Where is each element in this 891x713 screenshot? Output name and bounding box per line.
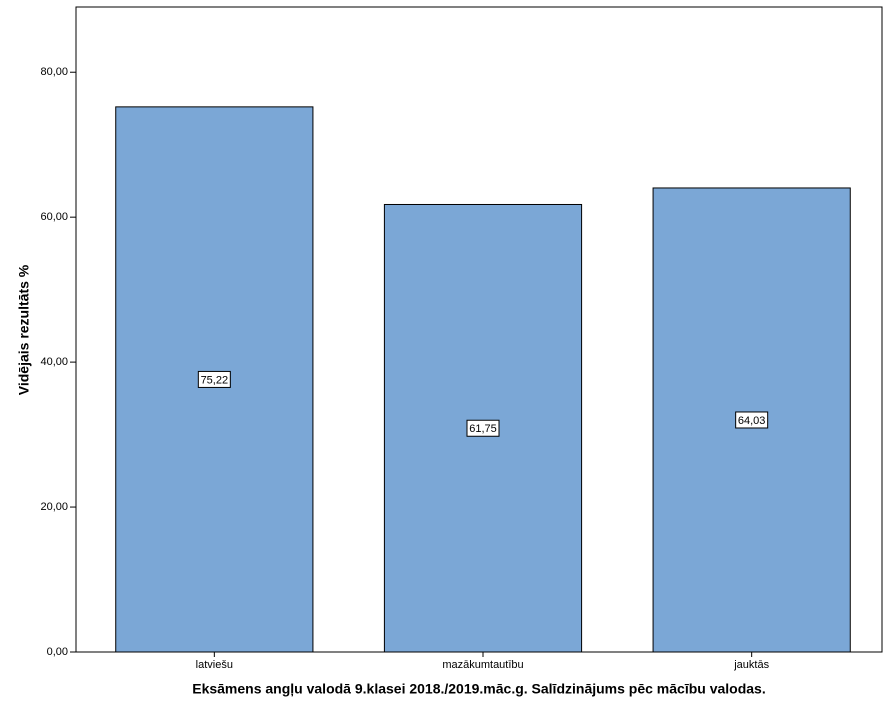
x-tick-label: jauktās xyxy=(733,659,769,671)
x-axis-title: Eksāmens angļu valodā 9.klasei 2018./201… xyxy=(192,681,766,697)
y-tick-label: 60,00 xyxy=(40,211,68,223)
y-tick-label: 40,00 xyxy=(40,356,68,368)
y-tick-label: 0,00 xyxy=(47,646,68,658)
value-label: 75,22 xyxy=(201,374,229,386)
y-tick-label: 20,00 xyxy=(40,501,68,513)
x-tick-label: latviešu xyxy=(196,659,233,671)
value-label: 64,03 xyxy=(738,415,766,427)
value-label-box xyxy=(466,419,500,437)
y-tick-label: 80,00 xyxy=(40,66,68,78)
value-label-box xyxy=(735,411,769,429)
value-label: 61,75 xyxy=(469,423,497,435)
y-axis-title: Vidējais rezultāts % xyxy=(16,264,32,395)
value-label-box xyxy=(197,370,231,388)
x-tick-label: mazākumtautību xyxy=(442,659,523,671)
